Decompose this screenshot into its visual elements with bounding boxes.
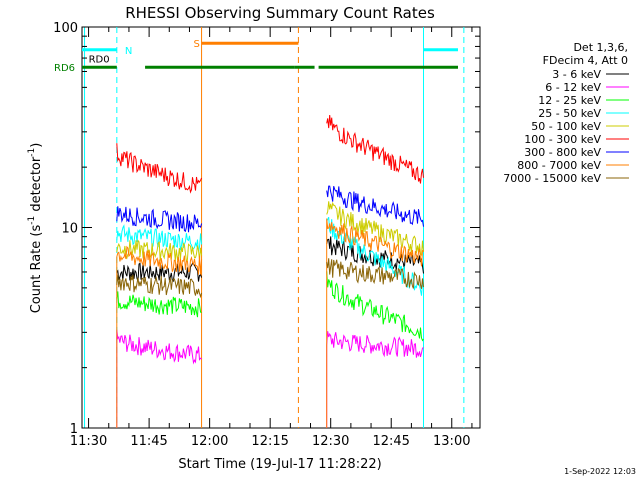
footer-timestamp: 1-Sep-2022 12:03 (564, 467, 636, 476)
legend-entry-label: 3 - 6 keV (552, 68, 601, 81)
x-tick-label: 13:00 (433, 434, 470, 449)
flag-label: S (193, 39, 199, 50)
series-line (326, 258, 424, 289)
series-line (116, 206, 203, 233)
y-tick-label: 10 (61, 222, 78, 237)
series-line (326, 271, 424, 342)
flag-label: RD6 (54, 63, 75, 74)
y-axis-label-exp1: -1 (27, 216, 37, 225)
series-line (326, 216, 424, 296)
legend-entry-label: 25 - 50 keV (538, 107, 601, 120)
series-line (116, 239, 203, 262)
legend-entry-label: 6 - 12 keV (545, 81, 601, 94)
series-lines (116, 114, 424, 428)
legend-entry-label: 50 - 100 keV (531, 120, 601, 133)
series-line (116, 224, 203, 252)
svg-text:Count Rate (s-1 detector-1): Count Rate (s-1 detector-1) (27, 143, 44, 314)
flag-label: RD0 (89, 54, 110, 65)
legend-entry-label: 100 - 300 keV (524, 133, 601, 146)
series-line (116, 143, 203, 194)
y-axis-label-close: ) (29, 143, 44, 148)
flag-label: N (125, 46, 132, 57)
legend-entry-label: 12 - 25 keV (538, 94, 601, 107)
vertical-lines (84, 27, 465, 428)
legend-entry-label: 7000 - 15000 keV (503, 172, 601, 185)
y-axis-label: Count Rate (s-1 detector-1) (27, 143, 44, 314)
series-line (116, 329, 202, 428)
legend-entry-label: 800 - 7000 keV (517, 159, 601, 172)
legend-header-line1: Det 1,3,6, (573, 41, 628, 54)
series-line (116, 291, 202, 318)
flag-bars: N S RD0 RD6 (54, 39, 458, 74)
series-line (116, 245, 203, 428)
y-axis-label-main: Count Rate (s (29, 225, 44, 314)
y-axis-label-exp2: -1 (27, 148, 37, 157)
series-line (326, 331, 424, 428)
series-line (116, 274, 203, 299)
x-axis-label: Start Time (19-Jul-17 11:28:22) (178, 457, 381, 472)
legend-entry-label: 300 - 800 keV (524, 146, 601, 159)
plot-frame (81, 26, 481, 429)
axes-frame (81, 26, 481, 429)
series-line (326, 114, 424, 184)
y-axis-label-tail: detector (29, 156, 44, 216)
y-tick-label: 1 (70, 422, 78, 437)
x-tick-label: 12:00 (191, 434, 228, 449)
x-tick-label: 12:15 (251, 434, 288, 449)
series-line (326, 218, 424, 428)
x-tick-label: 11:45 (130, 434, 167, 449)
series-line (326, 201, 424, 257)
x-tick-label: 12:45 (372, 434, 409, 449)
legend-header-line2: FDecim 4, Att 0 (543, 54, 628, 67)
x-tick-label: 11:30 (70, 434, 107, 449)
x-tick-label: 12:30 (312, 434, 349, 449)
axis-ticks: 1 10 100 11:30 11:45 12:00 12:15 12:30 12:45 13:0… (53, 21, 480, 449)
series-line (326, 185, 424, 227)
y-tick-label: 100 (53, 21, 78, 36)
chart-title: RHESSI Observing Summary Count Rates (125, 4, 435, 22)
series-line (116, 262, 203, 283)
